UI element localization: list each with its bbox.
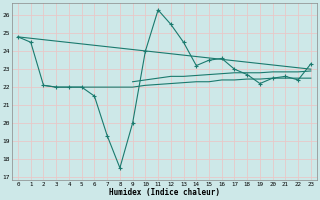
X-axis label: Humidex (Indice chaleur): Humidex (Indice chaleur) (109, 188, 220, 197)
